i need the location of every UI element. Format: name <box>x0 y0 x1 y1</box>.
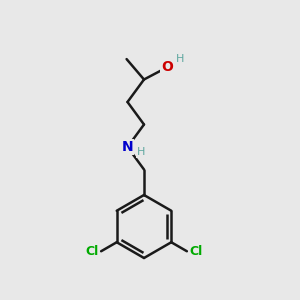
Text: O: O <box>161 60 173 74</box>
Text: Cl: Cl <box>85 245 98 258</box>
Text: H: H <box>137 147 145 158</box>
Text: Cl: Cl <box>190 245 203 258</box>
Text: N: N <box>122 140 133 154</box>
Text: H: H <box>176 53 184 64</box>
